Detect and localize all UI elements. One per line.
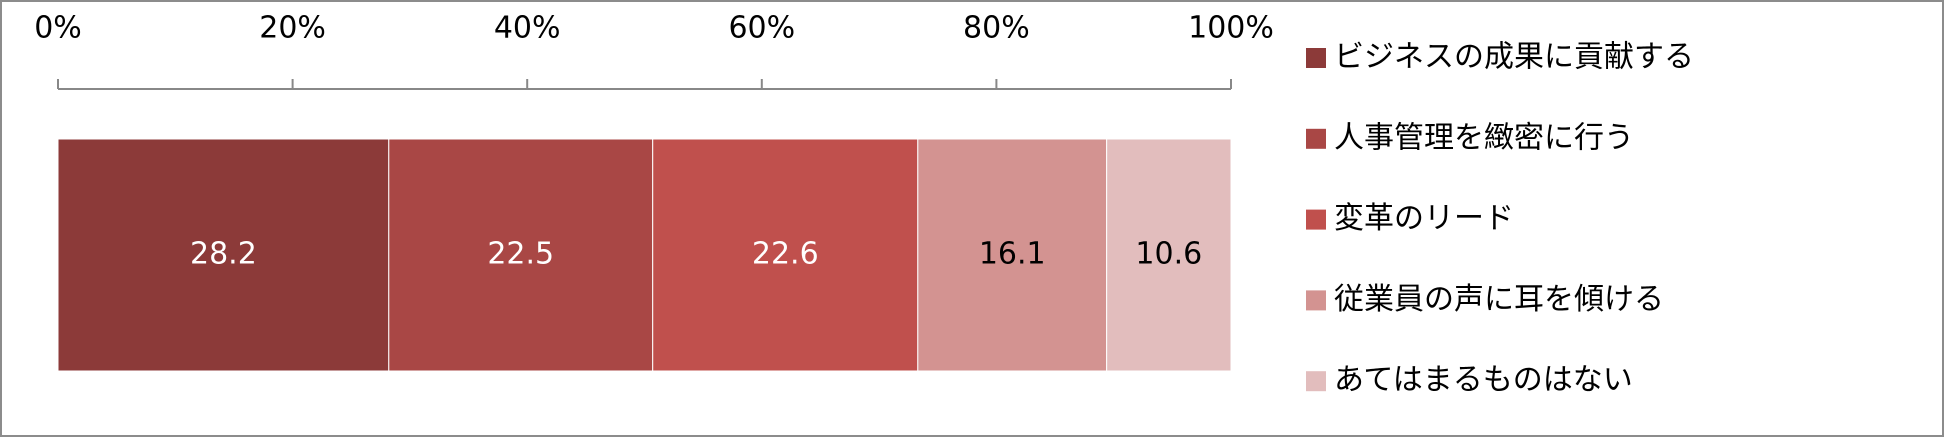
legend-swatch	[1306, 209, 1326, 230]
legend-swatch	[1306, 48, 1326, 68]
legend-label: あてはまるものはない	[1334, 363, 1633, 398]
legend-label: 人事管理を緻密に行う	[1334, 120, 1634, 155]
bar-segment	[1106, 138, 1232, 372]
data-label: 16.1	[979, 237, 1046, 272]
legend-label: 変革のリード	[1334, 201, 1514, 236]
data-label: 22.6	[752, 237, 819, 272]
bar-segment	[388, 138, 654, 372]
x-tick-label: 60%	[728, 11, 795, 46]
legend-swatch	[1306, 290, 1326, 311]
data-label: 22.5	[487, 237, 554, 272]
x-tick-label: 100%	[1188, 11, 1274, 46]
bar-segment	[917, 138, 1108, 372]
data-label: 10.6	[1135, 237, 1202, 272]
legend-swatch	[1306, 128, 1326, 149]
legend-swatch	[1306, 371, 1326, 392]
x-tick-label: 40%	[494, 11, 561, 46]
legend-label: 従業員の声に耳を傾ける	[1334, 282, 1664, 317]
data-label: 28.2	[190, 237, 257, 272]
bar-segment	[57, 138, 390, 372]
bar-segment	[652, 138, 919, 372]
x-tick-label: 0%	[34, 11, 82, 46]
x-tick-label: 20%	[259, 11, 326, 46]
x-tick-label: 80%	[963, 11, 1030, 46]
legend-label: ビジネスの成果に貢献する	[1334, 40, 1694, 75]
